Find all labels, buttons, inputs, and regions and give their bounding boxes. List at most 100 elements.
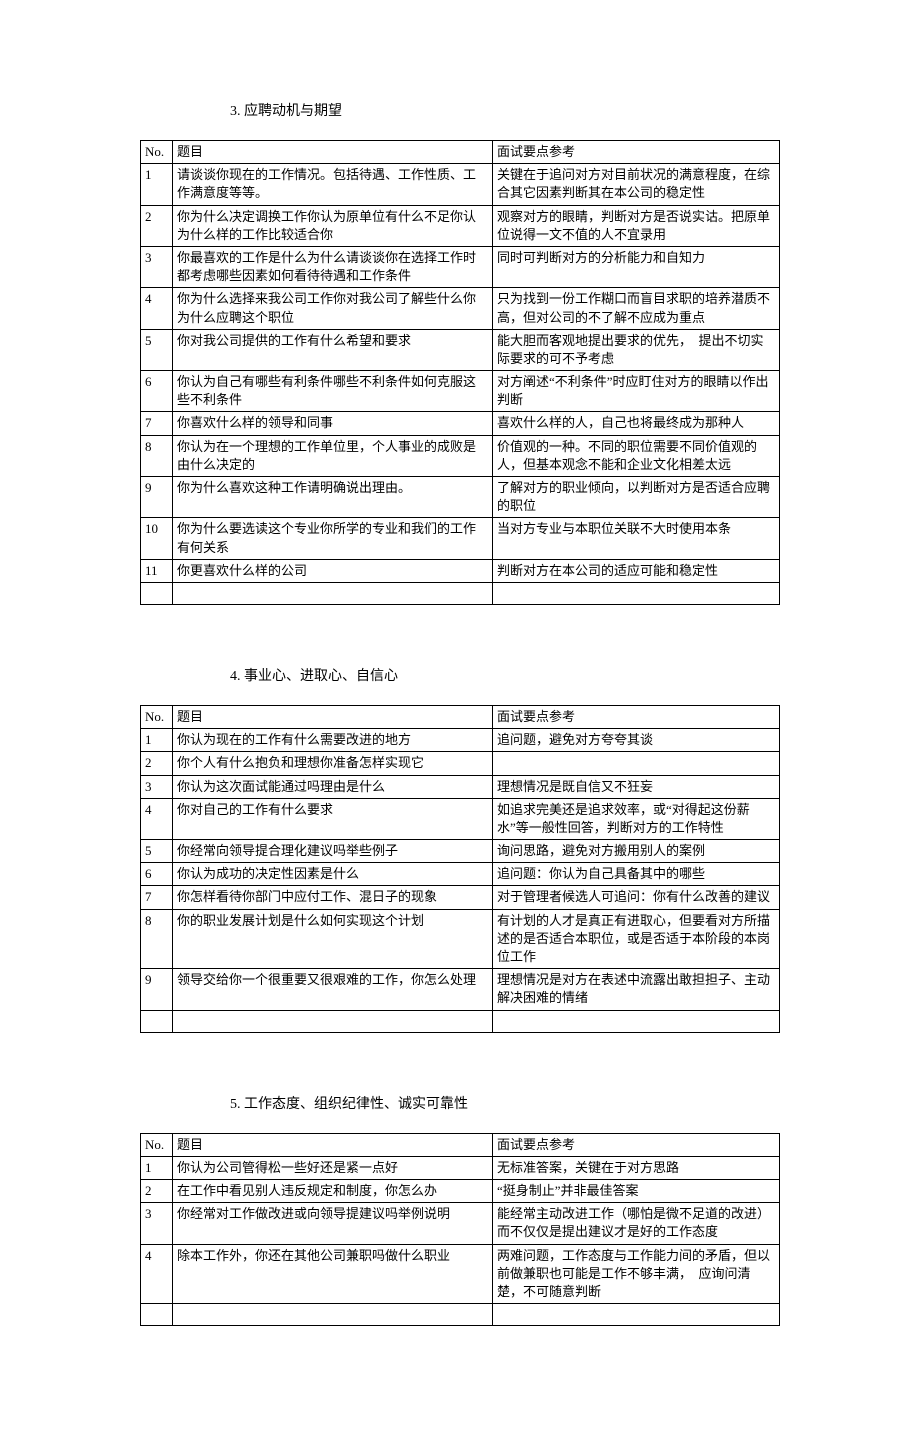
table-row: 3你经常对工作做改进或向领导提建议吗举例说明能经常主动改进工作（哪怕是微不足道的…	[141, 1203, 780, 1244]
table-header-question: 题目	[173, 705, 493, 728]
section-title: 3. 应聘动机与期望	[140, 100, 780, 120]
table-row: 2你个人有什么抱负和理想你准备怎样实现它	[141, 752, 780, 775]
cell-no: 2	[141, 205, 173, 246]
cell-q: 你为什么选择来我公司工作你对我公司了解些什么你为什么应聘这个职位	[173, 288, 493, 329]
cell-ref: 判断对方在本公司的适应可能和稳定性	[493, 559, 780, 582]
empty-row	[141, 582, 780, 604]
cell-ref: 喜欢什么样的人，自己也将最终成为那种人	[493, 412, 780, 435]
table-row: 1请谈谈你现在的工作情况。包括待遇、工作性质、工作满意度等等。关键在于追问对方对…	[141, 164, 780, 205]
cell-ref: 理想情况是既自信又不狂妄	[493, 775, 780, 798]
cell-q: 你认为这次面试能通过吗理由是什么	[173, 775, 493, 798]
cell-ref: “挺身制止”并非最佳答案	[493, 1179, 780, 1202]
cell-q: 你经常对工作做改进或向领导提建议吗举例说明	[173, 1203, 493, 1244]
table-row: 9领导交给你一个很重要又很艰难的工作，你怎么处理理想情况是对方在表述中流露出敢担…	[141, 969, 780, 1010]
section-title: 5. 工作态度、组织纪律性、诚实可靠性	[140, 1093, 780, 1113]
table-row: 4你为什么选择来我公司工作你对我公司了解些什么你为什么应聘这个职位只为找到一份工…	[141, 288, 780, 329]
cell-q: 你最喜欢的工作是什么为什么请谈谈你在选择工作时都考虑哪些因素如何看待待遇和工作条…	[173, 246, 493, 287]
cell-no: 7	[141, 886, 173, 909]
cell-ref: 只为找到一份工作糊口而盲目求职的培养潜质不高，但对公司的不了解不应成为重点	[493, 288, 780, 329]
table-header-ref: 面试要点参考	[493, 705, 780, 728]
cell-q: 你为什么喜欢这种工作请明确说出理由。	[173, 477, 493, 518]
cell-no: 8	[141, 909, 173, 969]
cell-q: 你经常向领导提合理化建议吗举些例子	[173, 840, 493, 863]
cell-q: 除本工作外，你还在其他公司兼职吗做什么职业	[173, 1244, 493, 1304]
cell-q: 你为什么决定调换工作你认为原单位有什么不足你认为什么样的工作比较适合你	[173, 205, 493, 246]
cell-no: 3	[141, 775, 173, 798]
cell-no: 9	[141, 969, 173, 1010]
question-table: No.题目面试要点参考1请谈谈你现在的工作情况。包括待遇、工作性质、工作满意度等…	[140, 140, 780, 605]
table-row: 11你更喜欢什么样的公司判断对方在本公司的适应可能和稳定性	[141, 559, 780, 582]
table-header-no: No.	[141, 141, 173, 164]
table-header-question: 题目	[173, 141, 493, 164]
cell-q: 你喜欢什么样的领导和同事	[173, 412, 493, 435]
cell-ref: 观察对方的眼睛，判断对方是否说实诂。把原单位说得一文不值的人不宜录用	[493, 205, 780, 246]
cell-q: 你的职业发展计划是什么如何实现这个计划	[173, 909, 493, 969]
cell-no: 1	[141, 1156, 173, 1179]
cell-no: 1	[141, 164, 173, 205]
cell-ref: 关键在于追问对方对目前状况的满意程度，在综合其它因素判断其在本公司的稳定性	[493, 164, 780, 205]
cell-ref: 能经常主动改进工作（哪怕是微不足道的改进）而不仅仅是提出建议才是好的工作态度	[493, 1203, 780, 1244]
table-row: 4除本工作外，你还在其他公司兼职吗做什么职业两难问题，工作态度与工作能力间的矛盾…	[141, 1244, 780, 1304]
question-table: No.题目面试要点参考1你认为现在的工作有什么需要改进的地方追问题，避免对方夸夸…	[140, 705, 780, 1033]
table-row: 2在工作中看见别人违反规定和制度，你怎么办“挺身制止”并非最佳答案	[141, 1179, 780, 1202]
cell-ref: 追问题，避免对方夸夸其谈	[493, 729, 780, 752]
cell-no: 5	[141, 329, 173, 370]
cell-no: 8	[141, 435, 173, 476]
table-header-ref: 面试要点参考	[493, 141, 780, 164]
cell-ref	[493, 752, 780, 775]
table-row: 5你对我公司提供的工作有什么希望和要求能大胆而客观地提出要求的优先， 提出不切实…	[141, 329, 780, 370]
cell-no: 1	[141, 729, 173, 752]
cell-ref: 有计划的人才是真正有进取心，但要看对方所描述的是否适合本职位，或是否适于本阶段的…	[493, 909, 780, 969]
section-0: 3. 应聘动机与期望No.题目面试要点参考1请谈谈你现在的工作情况。包括待遇、工…	[140, 100, 780, 605]
cell-q: 你认为自己有哪些有利条件哪些不利条件如何克服这些不利条件	[173, 371, 493, 412]
cell-ref: 了解对方的职业倾向，以判断对方是否适合应聘的职位	[493, 477, 780, 518]
cell-q: 领导交给你一个很重要又很艰难的工作，你怎么处理	[173, 969, 493, 1010]
empty-row	[141, 1010, 780, 1032]
cell-q: 你个人有什么抱负和理想你准备怎样实现它	[173, 752, 493, 775]
cell-ref: 询问思路，避免对方搬用别人的案例	[493, 840, 780, 863]
table-row: 8你的职业发展计划是什么如何实现这个计划有计划的人才是真正有进取心，但要看对方所…	[141, 909, 780, 969]
cell-no: 4	[141, 288, 173, 329]
table-row: 2你为什么决定调换工作你认为原单位有什么不足你认为什么样的工作比较适合你观察对方…	[141, 205, 780, 246]
cell-no: 11	[141, 559, 173, 582]
cell-no: 4	[141, 1244, 173, 1304]
table-header-no: No.	[141, 1133, 173, 1156]
cell-no: 2	[141, 1179, 173, 1202]
cell-ref: 两难问题，工作态度与工作能力间的矛盾，但以前做兼职也可能是工作不够丰满， 应询问…	[493, 1244, 780, 1304]
cell-ref: 如追求完美还是追求效率，或“对得起这份薪水”等一般性回答，判断对方的工作特性	[493, 798, 780, 839]
cell-ref: 能大胆而客观地提出要求的优先， 提出不切实际要求的可不予考虑	[493, 329, 780, 370]
cell-ref: 价值观的一种。不同的职位需要不同价值观的人，但基本观念不能和企业文化相差太远	[493, 435, 780, 476]
table-header-ref: 面试要点参考	[493, 1133, 780, 1156]
cell-ref: 对方阐述“不利条件”时应盯住对方的眼睛以作出判断	[493, 371, 780, 412]
cell-ref: 理想情况是对方在表述中流露出敢担担子、主动解决困难的情绪	[493, 969, 780, 1010]
cell-q: 你对自己的工作有什么要求	[173, 798, 493, 839]
table-row: 9你为什么喜欢这种工作请明确说出理由。了解对方的职业倾向，以判断对方是否适合应聘…	[141, 477, 780, 518]
table-header-question: 题目	[173, 1133, 493, 1156]
cell-q: 你对我公司提供的工作有什么希望和要求	[173, 329, 493, 370]
cell-no: 5	[141, 840, 173, 863]
cell-no: 2	[141, 752, 173, 775]
cell-q: 你更喜欢什么样的公司	[173, 559, 493, 582]
cell-ref: 无标准答案，关键在于对方思路	[493, 1156, 780, 1179]
table-row: 1你认为现在的工作有什么需要改进的地方追问题，避免对方夸夸其谈	[141, 729, 780, 752]
table-row: 7你喜欢什么样的领导和同事喜欢什么样的人，自己也将最终成为那种人	[141, 412, 780, 435]
cell-q: 你认为现在的工作有什么需要改进的地方	[173, 729, 493, 752]
cell-no: 3	[141, 246, 173, 287]
cell-no: 6	[141, 371, 173, 412]
table-row: 7你怎样看待你部门中应付工作、混日子的现象对于管理者候选人可追问：你有什么改善的…	[141, 886, 780, 909]
cell-q: 你怎样看待你部门中应付工作、混日子的现象	[173, 886, 493, 909]
table-row: 6你认为自己有哪些有利条件哪些不利条件如何克服这些不利条件对方阐述“不利条件”时…	[141, 371, 780, 412]
cell-q: 你为什么要选读这个专业你所学的专业和我们的工作有何关系	[173, 518, 493, 559]
cell-no: 3	[141, 1203, 173, 1244]
table-row: 3你最喜欢的工作是什么为什么请谈谈你在选择工作时都考虑哪些因素如何看待待遇和工作…	[141, 246, 780, 287]
cell-ref: 当对方专业与本职位关联不大时使用本条	[493, 518, 780, 559]
cell-ref: 追问题：你认为自己具备其中的哪些	[493, 863, 780, 886]
cell-no: 6	[141, 863, 173, 886]
cell-no: 4	[141, 798, 173, 839]
section-title: 4. 事业心、进取心、自信心	[140, 665, 780, 685]
section-1: 4. 事业心、进取心、自信心No.题目面试要点参考1你认为现在的工作有什么需要改…	[140, 665, 780, 1033]
cell-q: 请谈谈你现在的工作情况。包括待遇、工作性质、工作满意度等等。	[173, 164, 493, 205]
cell-ref: 同时可判断对方的分析能力和自知力	[493, 246, 780, 287]
cell-q: 在工作中看见别人违反规定和制度，你怎么办	[173, 1179, 493, 1202]
cell-q: 你认为公司管得松一些好还是紧一点好	[173, 1156, 493, 1179]
